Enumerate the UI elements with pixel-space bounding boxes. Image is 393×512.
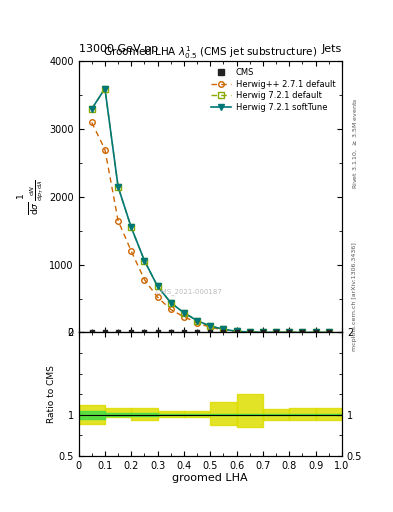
Y-axis label: $\mathrm{1}$
$\overline{\mathrm{d}\sigma}$ $\frac{\mathrm{d}N}{\mathrm{d}p_T\,\m: $\mathrm{1}$ $\overline{\mathrm{d}\sigma…	[15, 179, 46, 215]
Point	[167, 328, 174, 336]
Point	[181, 328, 187, 336]
Point	[233, 328, 240, 336]
Point	[115, 328, 121, 336]
Point	[273, 328, 279, 336]
Point	[207, 328, 213, 336]
Title: Groomed LHA $\lambda^{1}_{0.5}$ (CMS jet substructure): Groomed LHA $\lambda^{1}_{0.5}$ (CMS jet…	[103, 45, 318, 61]
Y-axis label: Ratio to CMS: Ratio to CMS	[47, 365, 55, 423]
Legend: CMS, Herwig++ 2.7.1 default, Herwig 7.2.1 default, Herwig 7.2.1 softTune: CMS, Herwig++ 2.7.1 default, Herwig 7.2.…	[208, 66, 338, 114]
Point	[286, 328, 292, 336]
Point	[220, 328, 226, 336]
Point	[312, 328, 319, 336]
Point	[325, 328, 332, 336]
Point	[89, 328, 95, 336]
Text: Jets: Jets	[321, 44, 342, 54]
Point	[247, 328, 253, 336]
Text: CMS_2021-​000187: CMS_2021-​000187	[156, 288, 222, 295]
Text: mcplots.cern.ch [arXiv:1306.3436]: mcplots.cern.ch [arXiv:1306.3436]	[352, 243, 357, 351]
X-axis label: groomed LHA: groomed LHA	[173, 473, 248, 483]
Point	[154, 328, 161, 336]
Point	[102, 328, 108, 336]
Point	[299, 328, 306, 336]
Text: Rivet 3.1.10, $\geq$ 3.5M events: Rivet 3.1.10, $\geq$ 3.5M events	[352, 98, 359, 189]
Point	[141, 328, 148, 336]
Point	[128, 328, 134, 336]
Text: 13000 GeV pp: 13000 GeV pp	[79, 44, 158, 54]
Point	[194, 328, 200, 336]
Point	[260, 328, 266, 336]
